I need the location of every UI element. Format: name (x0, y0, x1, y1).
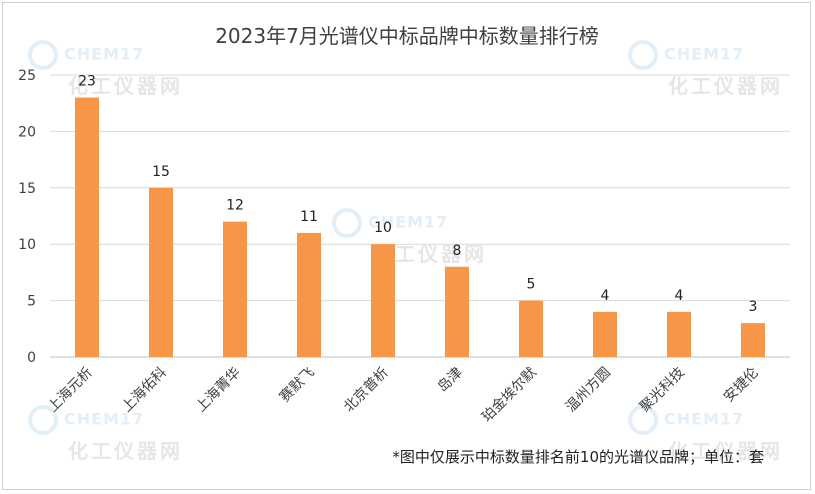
data-label: 15 (152, 164, 170, 180)
bar (519, 300, 543, 357)
x-tick-label: 珀金埃尔默 (479, 365, 540, 426)
data-label: 4 (601, 288, 610, 304)
x-tick-label: 聚光科技 (637, 365, 688, 416)
bar (223, 221, 247, 357)
gridlines (50, 74, 790, 358)
data-label: 11 (300, 209, 318, 225)
data-label: 4 (675, 288, 684, 304)
x-tick-label: 上海元析 (45, 365, 96, 416)
x-tick-label: 安捷伦 (721, 365, 762, 406)
y-tick-label: 15 (18, 181, 36, 197)
x-tick-label: 温州方圆 (563, 365, 614, 416)
data-label: 10 (374, 220, 392, 236)
footnote: *图中仅展示中标数量排名前10的光谱仪品牌；单位：套 (392, 448, 764, 466)
data-label: 5 (527, 277, 536, 293)
bar (445, 266, 469, 357)
data-label: 8 (453, 243, 462, 259)
y-tick-label: 5 (27, 294, 36, 310)
x-tick-label: 上海菁华 (193, 365, 244, 416)
data-labels: 23 15 12 11 10 8 5 4 4 3 (78, 74, 757, 316)
y-tick-label: 20 (18, 124, 36, 140)
bar (297, 232, 321, 357)
bar (593, 311, 617, 357)
chart-title: 2023年7月光谱仪中标品牌中标数量排行榜 (215, 24, 599, 48)
y-axis-ticks: 0 5 10 15 20 25 (18, 68, 36, 366)
x-tick-label: 上海佑科 (119, 365, 170, 416)
x-tick-label: 赛默飞 (277, 365, 318, 406)
y-tick-label: 0 (27, 350, 36, 366)
bar (667, 311, 691, 357)
data-label: 3 (749, 299, 758, 315)
bar (741, 323, 765, 357)
x-axis-ticks: 上海元析 上海佑科 上海菁华 赛默飞 北京普析 岛津 珀金埃尔默 温州方圆 聚光科技 安捷伦 (45, 365, 762, 426)
bar (149, 187, 173, 357)
y-tick-label: 10 (18, 237, 36, 253)
data-label: 12 (226, 198, 244, 214)
bar (75, 97, 99, 357)
x-tick-label: 岛津 (435, 365, 466, 396)
y-tick-label: 25 (18, 68, 36, 84)
bar (371, 244, 395, 357)
data-label: 23 (78, 74, 96, 90)
x-tick-label: 北京普析 (341, 365, 392, 416)
bars (75, 97, 765, 357)
